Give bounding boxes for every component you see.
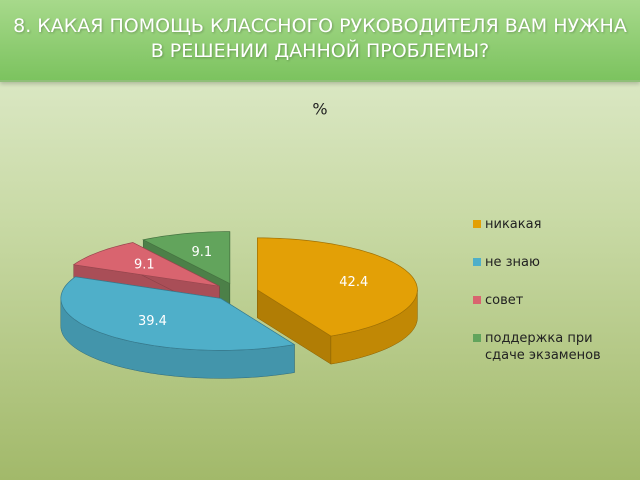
legend-item: поддержка при сдаче экзаменов — [473, 330, 633, 364]
slide-title: 8. КАКАЯ ПОМОЩЬ КЛАССНОГО РУКОВОДИТЕЛЯ В… — [13, 15, 627, 62]
pie-slice — [257, 237, 418, 365]
slice-top — [72, 242, 220, 287]
legend: никакая не знаю совет поддержка при сдаче э… — [473, 216, 633, 385]
legend-swatch — [473, 334, 481, 342]
slice-top — [257, 237, 418, 337]
data-label: 9.1 — [191, 245, 212, 260]
data-label: 9.1 — [134, 258, 155, 273]
data-label: 42.4 — [339, 275, 368, 290]
title-banner — [0, 0, 640, 82]
legend-swatch — [473, 258, 481, 266]
legend-swatch — [473, 220, 481, 228]
slice-top — [60, 276, 296, 351]
slice-top — [142, 231, 231, 285]
chart-title: % — [312, 100, 327, 119]
legend-item: никакая — [473, 216, 633, 233]
legend-item: не знаю — [473, 254, 633, 271]
legend-label: совет — [485, 293, 524, 308]
legend-item: совет — [473, 292, 633, 309]
legend-swatch — [473, 296, 481, 304]
legend-label: никакая — [485, 217, 542, 232]
legend-label: поддержка при сдаче экзаменов — [485, 331, 601, 363]
legend-label: не знаю — [485, 255, 540, 270]
pie-slice — [60, 276, 296, 379]
data-label: 39.4 — [138, 314, 167, 329]
